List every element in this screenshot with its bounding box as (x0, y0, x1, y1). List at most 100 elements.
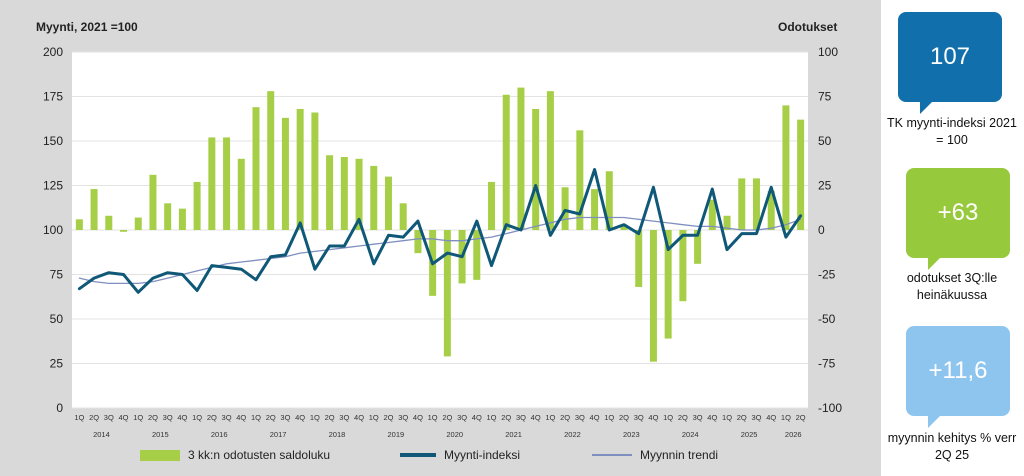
legend-item-expectations: 3 kk:n odotusten saldoluku (140, 448, 330, 462)
quarter-tick-label: 1Q (545, 413, 555, 422)
expectations-bar (605, 171, 613, 230)
quarter-tick-label: 3Q (575, 413, 585, 422)
combo-chart: 0 25 50 75 100 125 150 175 200 -100 -75 -50 -25 0 25 50… (43, 45, 842, 439)
quarter-tick-label: 4Q (295, 413, 305, 422)
callout-tail (928, 414, 942, 428)
left-axis-title: Myynti, 2021 =100 (36, 20, 138, 34)
quarter-tick-label: 1Q (251, 413, 261, 422)
legend-label-sales-index: Myynti-indeksi (444, 448, 521, 462)
expectations-bar (340, 157, 348, 230)
quarter-tick-label: 1Q (663, 413, 673, 422)
legend-label-expectations: 3 kk:n odotusten saldoluku (188, 448, 331, 462)
expectations-bar (576, 130, 584, 230)
quarter-tick-label: 2Q (737, 413, 747, 422)
legend-swatch-bar (140, 449, 180, 461)
legend-item-sales-trend: Myynnin trendi (592, 448, 718, 462)
expectations-bar (767, 190, 775, 230)
quarter-tick-label: 1Q (133, 413, 143, 422)
right-y-tick-label: -25 (818, 268, 836, 282)
expectations-bar (208, 137, 216, 230)
expectations-bar (694, 230, 702, 264)
right-y-tick-label: 50 (818, 134, 832, 148)
expectations-bar (517, 87, 525, 230)
quarter-tick-label: 4Q (236, 413, 246, 422)
quarter-tick-label: 3Q (222, 413, 232, 422)
quarter-tick-label: 2Q (325, 413, 335, 422)
chart-legend: 3 kk:n odotusten saldoluku Myynti-indeks… (140, 448, 840, 468)
expectations-bar (399, 203, 407, 230)
year-tick-label: 2023 (623, 430, 640, 439)
axis-labels: 0 25 50 75 100 125 150 175 200 -100 -75 -50 -25 0 25 50… (43, 45, 842, 439)
quarter-tick-label: 1Q (604, 413, 614, 422)
expectations-bar (267, 91, 275, 230)
year-tick-label: 2015 (152, 430, 169, 439)
quarter-tick-label: 2Q (148, 413, 158, 422)
left-y-tick-label: 25 (50, 357, 64, 371)
expectations-bar (237, 158, 245, 230)
left-y-tick-label: 150 (43, 134, 63, 148)
expectations-bar (738, 178, 746, 230)
right-y-tick-label: -50 (818, 312, 836, 326)
year-tick-label: 2018 (329, 430, 346, 439)
year-tick-label: 2016 (211, 430, 228, 439)
quarter-tick-label: 2Q (266, 413, 276, 422)
expectations-bar (326, 155, 334, 230)
right-y-tick-label: -100 (818, 401, 842, 415)
quarter-tick-label: 3Q (634, 413, 644, 422)
year-tick-label: 2022 (564, 430, 581, 439)
left-y-tick-label: 0 (56, 401, 63, 415)
quarter-tick-label: 4Q (707, 413, 717, 422)
right-y-tick-label: 0 (818, 223, 825, 237)
quarter-tick-label: 3Q (163, 413, 173, 422)
expectations-bar (252, 107, 260, 230)
legend-label-sales-trend: Myynnin trendi (640, 448, 719, 462)
sales-growth-value: +11,6 (928, 357, 988, 384)
quarter-tick-label: 1Q (722, 413, 732, 422)
left-y-tick-label: 175 (43, 90, 63, 104)
expectations-bar (384, 176, 392, 230)
expectations-bar (90, 189, 98, 230)
expectations-bar (164, 203, 172, 230)
left-y-tick-label: 75 (50, 268, 64, 282)
expectations-bar (723, 215, 731, 230)
quarter-tick-label: 4Q (177, 413, 187, 422)
expectations-bar (620, 226, 628, 230)
legend-swatch-thick-line (400, 453, 436, 457)
quarter-tick-label: 4Q (472, 413, 482, 422)
quarter-tick-label: 4Q (766, 413, 776, 422)
year-tick-label: 2019 (387, 430, 404, 439)
quarter-tick-label: 3Q (457, 413, 467, 422)
year-tick-label: 2014 (93, 430, 110, 439)
quarter-tick-label: 2Q (89, 413, 99, 422)
year-tick-label: 2021 (505, 430, 522, 439)
quarter-tick-label: 4Q (648, 413, 658, 422)
expectations-caption: odotukset 3Q:lle heinäkuussa (906, 271, 998, 302)
callout-tail (920, 100, 934, 114)
quarter-tick-label: 2Q (678, 413, 688, 422)
expectations-bar (281, 117, 289, 230)
quarter-tick-label: 2Q (501, 413, 511, 422)
quarter-tick-label: 4Q (413, 413, 423, 422)
expectations-bar (532, 108, 540, 230)
quarter-tick-label: 2Q (560, 413, 570, 422)
expectations-bar (488, 181, 496, 230)
quarter-tick-label: 3Q (693, 413, 703, 422)
quarter-tick-label: 3Q (751, 413, 761, 422)
expectations-bar (443, 230, 451, 357)
left-y-tick-label: 100 (43, 223, 63, 237)
quarter-tick-label: 3Q (516, 413, 526, 422)
quarter-tick-label: 2Q (442, 413, 452, 422)
expectations-bar (708, 199, 716, 230)
right-axis-title: Odotukset (778, 20, 838, 34)
expectations-bar (311, 112, 319, 230)
sales-index-caption: TK myynti-indeksi 2021 = 100 (887, 116, 1017, 147)
right-y-tick-label: -75 (818, 357, 836, 371)
quarter-tick-label: 1Q (192, 413, 202, 422)
quarter-tick-label: 1Q (369, 413, 379, 422)
expectations-bar (193, 181, 201, 230)
year-tick-label: 2025 (741, 430, 758, 439)
quarter-tick-label: 1Q (487, 413, 497, 422)
expectations-bar (120, 230, 128, 232)
quarter-tick-label: 2Q (619, 413, 629, 422)
quarter-tick-label: 3Q (398, 413, 408, 422)
